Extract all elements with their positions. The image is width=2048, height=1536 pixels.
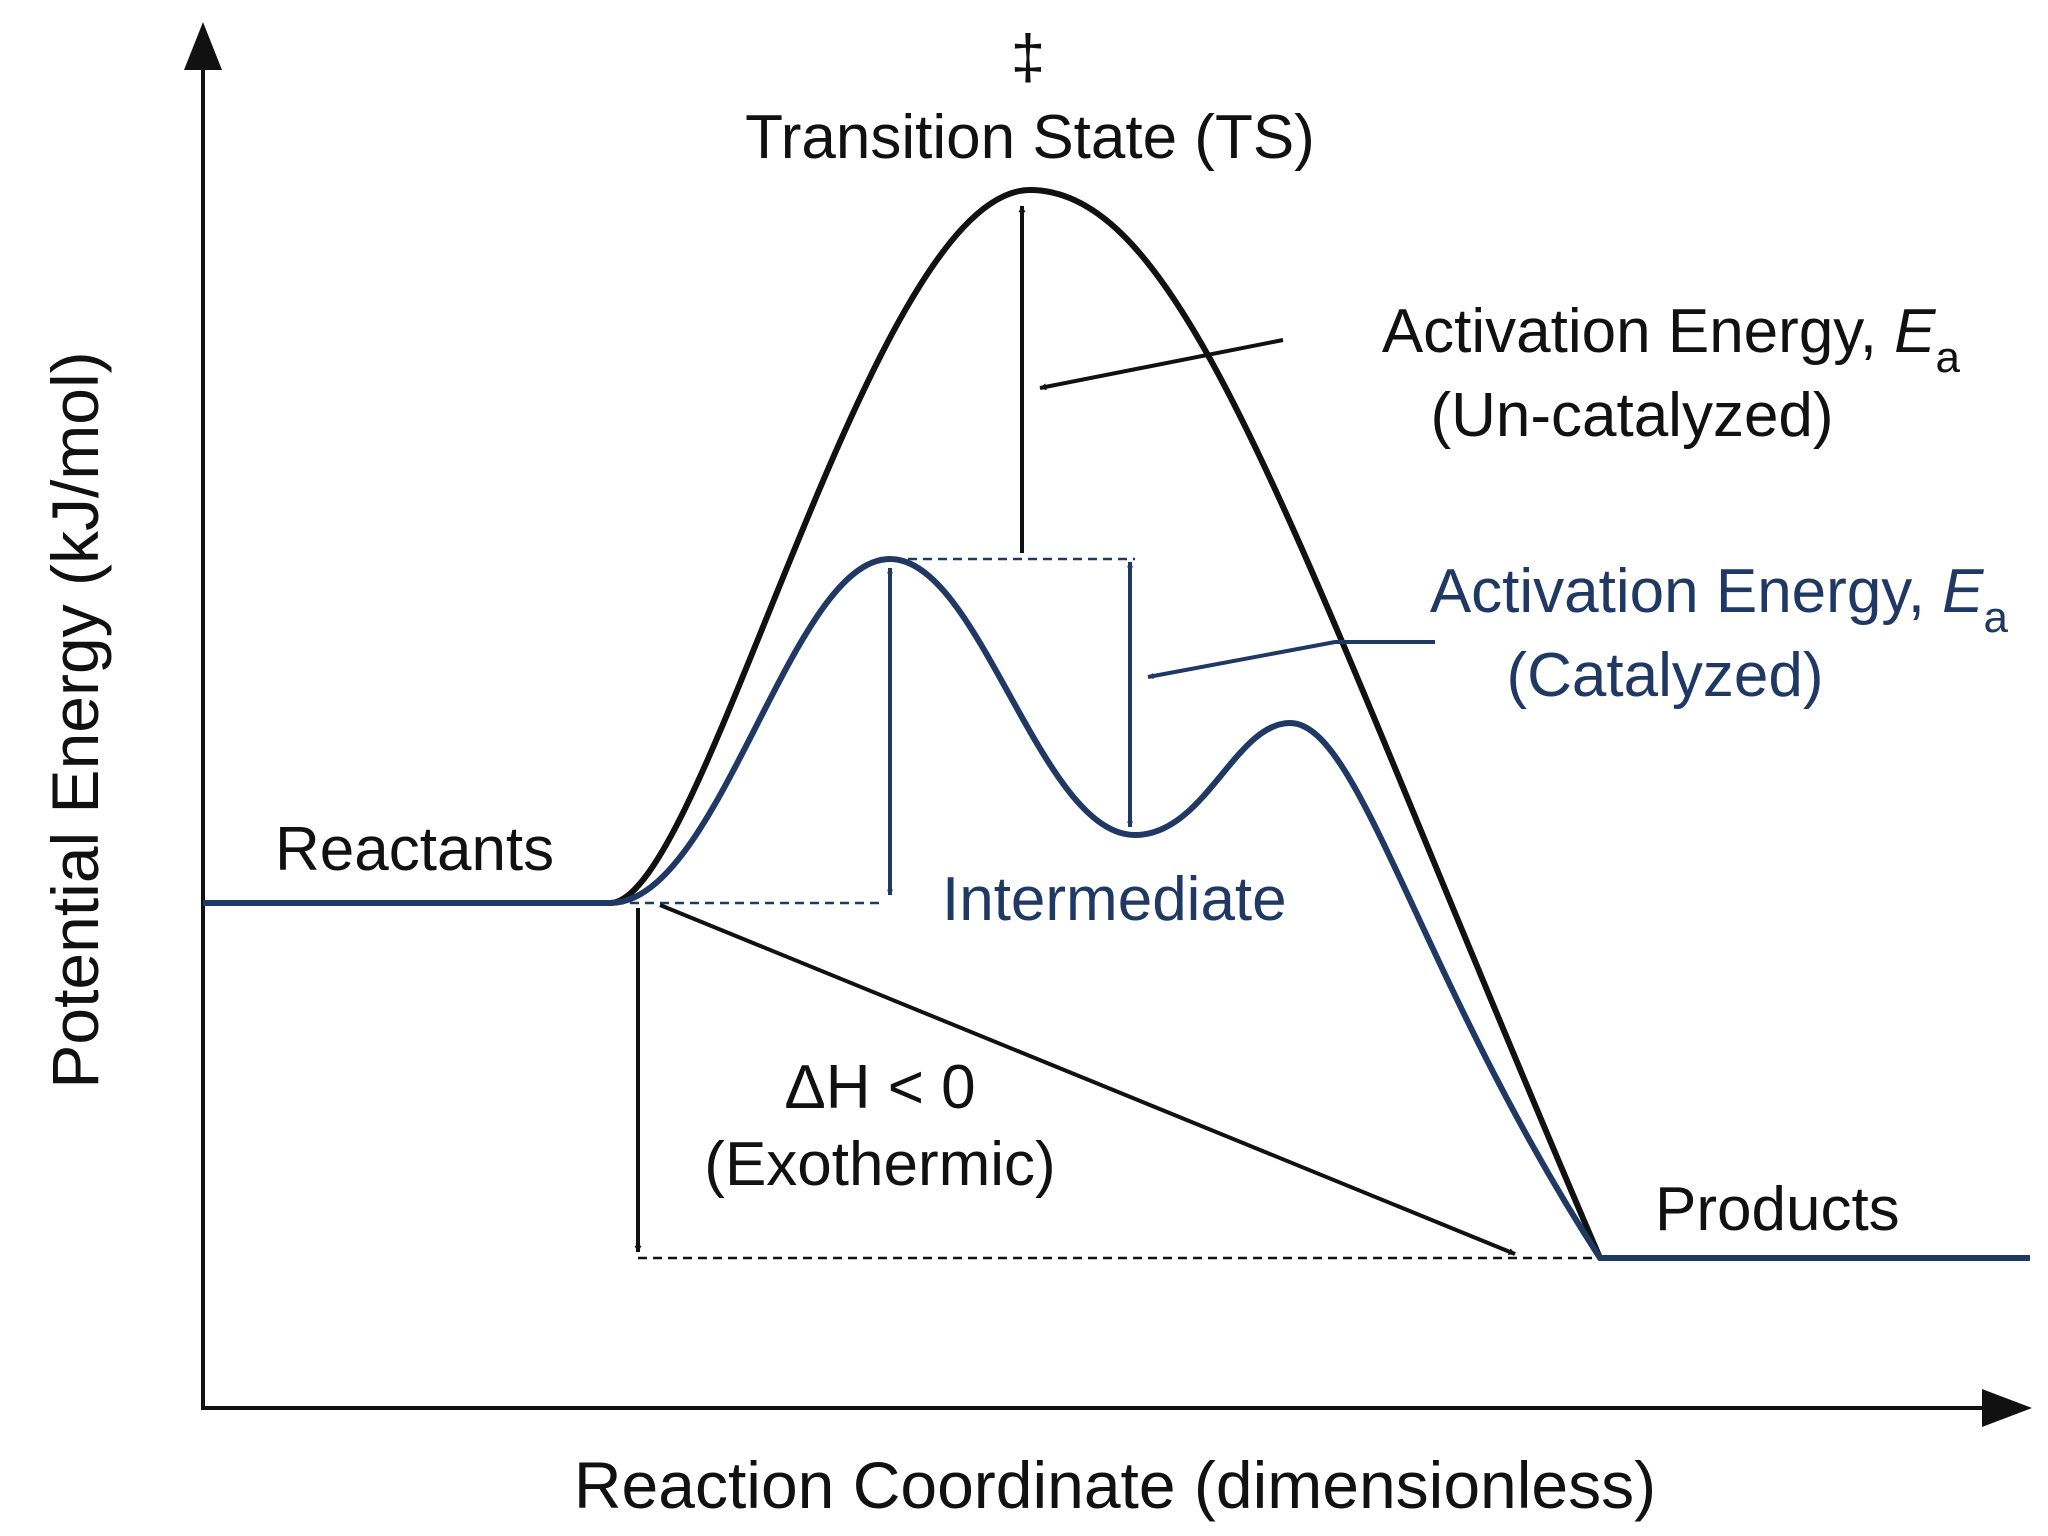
delta-h-label: ΔH < 0 (784, 1053, 975, 1122)
ea-uncatalyzed-note: (Un-catalyzed) (1430, 381, 1833, 450)
y-axis (184, 22, 222, 1410)
double-dagger-symbol: ‡ (1011, 23, 1045, 92)
ea-catalyzed-pointer (1147, 640, 1435, 679)
catalyzed-curve (203, 556, 2030, 1261)
x-axis (201, 1389, 2032, 1427)
transition-state-label: Transition State (TS) (745, 103, 1315, 172)
products-label: Products (1655, 1175, 1900, 1244)
ea-uncatalyzed-pointer (1039, 338, 1284, 391)
exothermic-label: (Exothermic) (704, 1130, 1055, 1199)
ea-catalyzed-label: Activation Energy, Ea (1430, 557, 2009, 642)
ea-uncatalyzed-label: Activation Energy, Ea (1382, 297, 1961, 382)
intermediate-label: Intermediate (942, 865, 1287, 934)
uncatalyzed-curve (203, 187, 2030, 1261)
x-axis-label: Reaction Coordinate (dimensionless) (574, 1448, 1656, 1522)
reactants-label: Reactants (275, 815, 554, 884)
y-axis-label: Potential Energy (kJ/mol) (38, 351, 112, 1088)
delta-h-diagonal-arrow (659, 903, 1516, 1256)
ea-catalyzed-note: (Catalyzed) (1507, 641, 1824, 710)
